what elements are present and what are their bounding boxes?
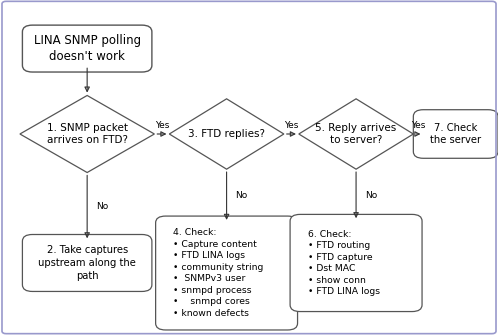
- Text: No: No: [365, 191, 377, 200]
- Text: 4. Check:
• Capture content
• FTD LINA logs
• community string
•  SNMPv3 user
• : 4. Check: • Capture content • FTD LINA l…: [173, 228, 263, 318]
- Polygon shape: [299, 99, 413, 169]
- Text: 7. Check
the server: 7. Check the server: [430, 123, 481, 145]
- Text: Yes: Yes: [284, 121, 298, 130]
- FancyBboxPatch shape: [290, 214, 422, 312]
- Text: 6. Check:
• FTD routing
• FTD capture
• Dst MAC
• show conn
• FTD LINA logs: 6. Check: • FTD routing • FTD capture • …: [307, 230, 379, 296]
- FancyBboxPatch shape: [156, 216, 297, 330]
- FancyBboxPatch shape: [22, 25, 152, 72]
- Polygon shape: [20, 95, 154, 173]
- Text: Yes: Yes: [155, 121, 169, 130]
- Text: 1. SNMP packet
arrives on FTD?: 1. SNMP packet arrives on FTD?: [47, 123, 127, 145]
- Text: Yes: Yes: [411, 121, 425, 130]
- Text: LINA SNMP polling
doesn't work: LINA SNMP polling doesn't work: [33, 34, 141, 63]
- Polygon shape: [169, 99, 284, 169]
- Text: 3. FTD replies?: 3. FTD replies?: [188, 129, 265, 139]
- Text: 2. Take captures
upstream along the
path: 2. Take captures upstream along the path: [38, 245, 136, 281]
- Text: 5. Reply arrives
to server?: 5. Reply arrives to server?: [315, 123, 397, 145]
- Text: No: No: [96, 202, 108, 211]
- Text: No: No: [236, 192, 248, 200]
- FancyBboxPatch shape: [413, 110, 498, 158]
- FancyBboxPatch shape: [22, 234, 152, 291]
